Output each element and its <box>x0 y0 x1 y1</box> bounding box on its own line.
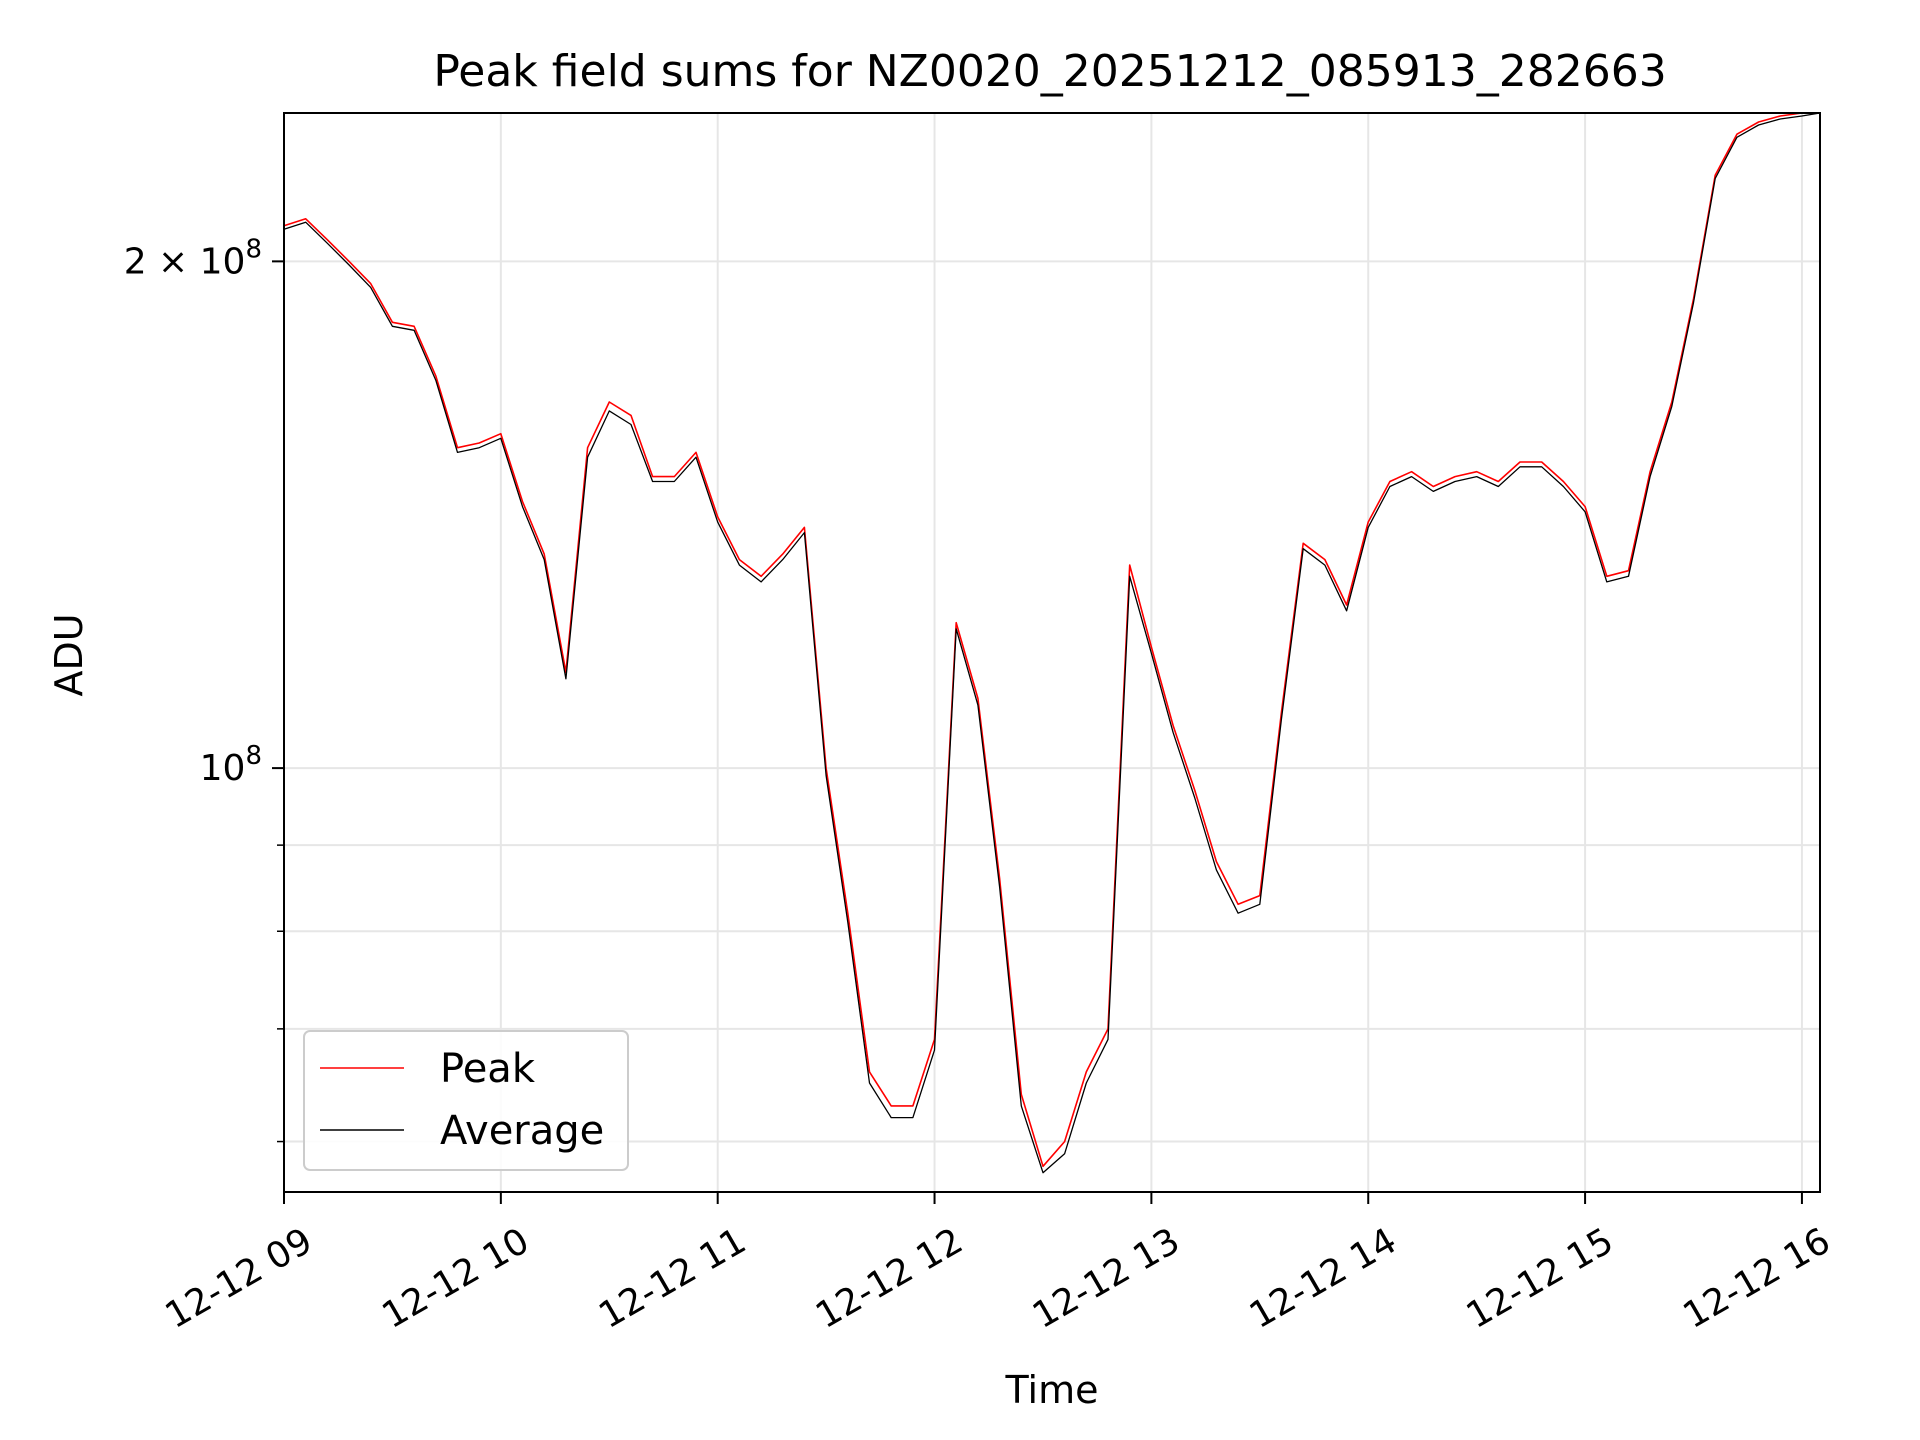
x-axis-label: Time <box>1005 1368 1099 1412</box>
legend-label-average: Average <box>440 1108 604 1154</box>
series-line-average <box>283 112 1821 1174</box>
y-axis-ticks: 108 2 × 108 <box>124 234 284 1143</box>
y-tick-label: 108 <box>200 741 262 789</box>
series-line-peak <box>283 112 1820 1168</box>
legend-label-peak: Peak <box>440 1046 536 1092</box>
legend: Peak Average <box>303 1030 629 1171</box>
chart-title: Peak field sums for NZ0020_20251212_0859… <box>433 46 1666 97</box>
y-tick-label: 2 × 108 <box>124 234 262 282</box>
plot-frame <box>283 112 1821 1193</box>
y-axis-label: ADU <box>47 613 91 696</box>
legend-box <box>303 1030 629 1171</box>
series-layer <box>283 112 1821 1174</box>
